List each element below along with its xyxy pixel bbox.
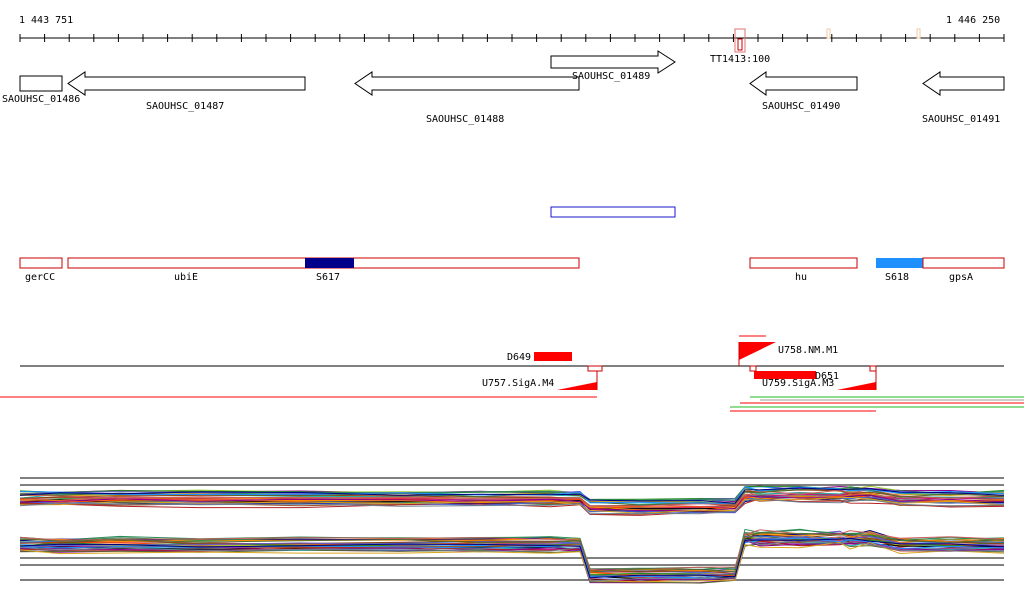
gene-label: SAOUHSC_01487 [146, 101, 224, 112]
feature-label: D651 [815, 371, 839, 382]
expression-profile [19, 529, 1005, 570]
segment-s618[interactable]: S618 [876, 258, 923, 283]
gene-label: SAOUHSC_01490 [762, 101, 840, 112]
operon-label: hu [795, 272, 807, 283]
gene-label: SAOUHSC_01488 [426, 114, 504, 125]
segment-label: S618 [885, 272, 909, 283]
gene-label: SAOUHSC_01486 [2, 94, 80, 105]
operon-track: gerCC ubiE S617 hu S618 gpsA [19, 257, 1005, 283]
feature-u757-siga-m4[interactable]: U757.SigA.M4 [482, 365, 603, 390]
operon-label: ubiE [174, 272, 198, 283]
expression-profile [19, 539, 1005, 582]
ruler-ticks [19, 34, 1005, 42]
feature-u758-nm-m1[interactable]: U758.NM.M1 [738, 335, 838, 366]
feature-label: U757.SigA.M4 [482, 378, 554, 389]
operon-gpsa[interactable]: gpsA [922, 257, 1005, 283]
ruler-mark [916, 28, 921, 39]
terminator-stem [737, 38, 743, 51]
gene-saouhsc-01489[interactable]: SAOUHSC_01489 [550, 50, 676, 82]
gene-saouhsc-01488[interactable]: SAOUHSC_01488 [354, 71, 580, 125]
segment-label: S617 [316, 272, 340, 283]
expression-profile [19, 498, 1005, 515]
expression-profile [19, 532, 1005, 573]
gene-label: SAOUHSC_01491 [922, 114, 1000, 125]
feature-u759-siga-m3[interactable]: U759.SigA.M3 [762, 365, 877, 390]
gene-track: SAOUHSC_01486 SAOUHSC_01487 SAOUHSC_0148… [2, 50, 1005, 125]
expression-track [19, 477, 1005, 584]
gene-saouhsc-01486[interactable]: SAOUHSC_01486 [2, 75, 80, 105]
expression-profile [19, 494, 1005, 512]
regulatory-track: D649 U757.SigA.M4 U758.NM.M1 D651 [0, 335, 1024, 412]
terminator-track[interactable]: TT1413:100 [710, 28, 770, 65]
terminator-label: TT1413:100 [710, 54, 770, 65]
expression-profile [19, 533, 1005, 572]
coordinate-ruler: 1 443 751 1 446 250 [19, 15, 1005, 42]
feature-label: U758.NM.M1 [778, 345, 838, 356]
ruler-start-label: 1 443 751 [19, 15, 73, 26]
operon-gercc[interactable]: gerCC [19, 257, 63, 283]
segment-s617[interactable]: S617 [305, 258, 354, 283]
feature-label: D649 [507, 352, 531, 363]
gene-saouhsc-01491[interactable]: SAOUHSC_01491 [922, 71, 1005, 125]
gene-label: SAOUHSC_01489 [572, 71, 650, 82]
ruler-end-label: 1 446 250 [946, 15, 1000, 26]
feature-blue-box[interactable] [550, 206, 676, 218]
operon-label: gpsA [949, 272, 973, 283]
expression-profile [19, 486, 1005, 504]
feature-d649[interactable]: D649 [507, 352, 572, 363]
expression-profile-lines [19, 485, 1005, 584]
expression-profile [19, 541, 1005, 583]
expression-profile [19, 487, 1005, 504]
feature-label: U759.SigA.M3 [762, 378, 834, 389]
gene-saouhsc-01487[interactable]: SAOUHSC_01487 [67, 71, 306, 112]
expression-profile [19, 537, 1005, 579]
terminator-marker[interactable] [734, 28, 746, 53]
gene-saouhsc-01490[interactable]: SAOUHSC_01490 [749, 71, 858, 112]
operon-label: gerCC [25, 272, 55, 283]
ruler-mark [826, 28, 831, 39]
operon-hu[interactable]: hu [749, 257, 858, 283]
expression-profile [19, 489, 1005, 507]
feature-d651[interactable]: D651 [749, 365, 839, 382]
expression-profile [19, 496, 1005, 514]
